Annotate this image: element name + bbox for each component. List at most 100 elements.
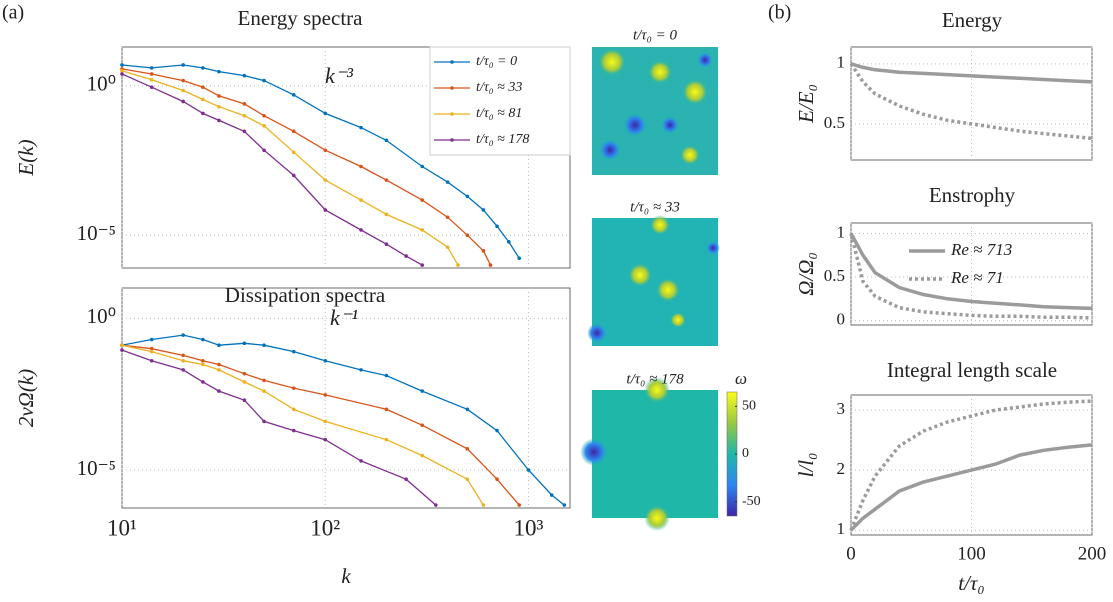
y-tick-label: 0 — [837, 310, 846, 329]
y-tick-label: 1 — [837, 222, 846, 241]
plot-area — [121, 287, 571, 509]
point — [420, 164, 425, 169]
point — [445, 215, 450, 220]
series-line — [121, 64, 520, 259]
x-tick-label: 100 — [957, 543, 986, 564]
point — [420, 263, 425, 267]
point — [262, 148, 266, 153]
point — [181, 333, 185, 337]
point — [120, 343, 124, 348]
point — [323, 393, 328, 397]
point — [359, 459, 363, 463]
y-tick-label: 0.5 — [824, 113, 845, 132]
point — [262, 124, 266, 128]
point — [149, 358, 154, 363]
point — [242, 113, 247, 118]
point — [323, 111, 328, 116]
legend-label: t/τ₀ ≈ 178 — [476, 132, 529, 147]
chart-title: Enstrophy — [929, 183, 1016, 207]
point — [549, 493, 554, 497]
point — [217, 389, 221, 393]
series-line — [121, 349, 437, 506]
point — [359, 164, 363, 169]
point — [217, 69, 221, 74]
point — [217, 118, 221, 123]
snapshot — [587, 215, 720, 346]
legend-label: Re ≈ 71 — [950, 268, 1004, 287]
point — [420, 389, 425, 393]
y-axis-label: l/l₀ — [794, 453, 818, 478]
legend-label: Re ≈ 713 — [950, 240, 1012, 259]
point — [526, 468, 531, 472]
y-tick-label: 3 — [837, 399, 846, 418]
point — [149, 346, 154, 351]
point — [217, 104, 221, 109]
point — [201, 362, 205, 367]
point — [291, 386, 296, 390]
point — [291, 93, 296, 97]
series-line — [849, 232, 1093, 311]
chart-title: Energy — [942, 8, 1003, 32]
point — [445, 180, 450, 184]
point — [262, 343, 266, 348]
series-line — [121, 70, 459, 266]
point — [217, 343, 221, 348]
point — [359, 198, 363, 202]
point — [242, 380, 247, 384]
snapshot-title: t/τ₀ = 0 — [633, 27, 678, 43]
y-axis-label: E/E₀ — [794, 84, 818, 124]
point — [420, 423, 425, 428]
point — [359, 368, 363, 372]
point — [181, 88, 185, 93]
point — [242, 398, 247, 403]
point — [120, 68, 124, 73]
y-axis-label: E(k) — [14, 139, 38, 176]
legend-label: t/τ₀ ≈ 33 — [476, 80, 522, 95]
point — [149, 349, 154, 354]
point — [120, 72, 124, 76]
series-line — [121, 68, 492, 266]
point — [181, 99, 185, 104]
series-line — [121, 344, 520, 506]
legend-label: t/τ₀ ≈ 81 — [476, 106, 522, 121]
point — [181, 353, 185, 358]
point — [201, 85, 205, 90]
point — [384, 178, 389, 182]
point — [465, 233, 470, 238]
point — [465, 447, 470, 451]
point — [465, 477, 470, 481]
y-tick-label: 2 — [837, 459, 846, 478]
point — [323, 208, 328, 212]
point — [481, 208, 486, 212]
point — [242, 371, 247, 376]
point — [291, 407, 296, 412]
legend-marker — [450, 112, 454, 116]
point — [262, 378, 266, 383]
series-line — [849, 399, 1093, 531]
point — [291, 428, 296, 433]
snapshot — [580, 377, 718, 531]
series-line — [849, 443, 1093, 532]
point — [217, 94, 221, 98]
chart-title: Energy spectra — [238, 6, 364, 30]
point — [291, 173, 296, 178]
point — [517, 503, 522, 507]
point — [359, 125, 363, 130]
snapshot-title: t/τ₀ ≈ 178 — [626, 371, 684, 387]
point — [507, 240, 511, 244]
series-line — [849, 62, 1093, 141]
point — [404, 254, 408, 258]
chart-title: Dissipation spectra — [225, 283, 386, 307]
legend-marker — [450, 60, 454, 64]
point — [323, 148, 328, 153]
point — [181, 358, 185, 363]
point — [149, 337, 154, 342]
point — [445, 245, 450, 249]
y-tick-label: 1 — [837, 519, 846, 538]
point — [262, 419, 266, 424]
annotation: k⁻³ — [325, 63, 353, 88]
x-tick-label: 0 — [846, 543, 856, 564]
point — [262, 389, 266, 393]
y-tick-label: 0.5 — [824, 266, 845, 285]
